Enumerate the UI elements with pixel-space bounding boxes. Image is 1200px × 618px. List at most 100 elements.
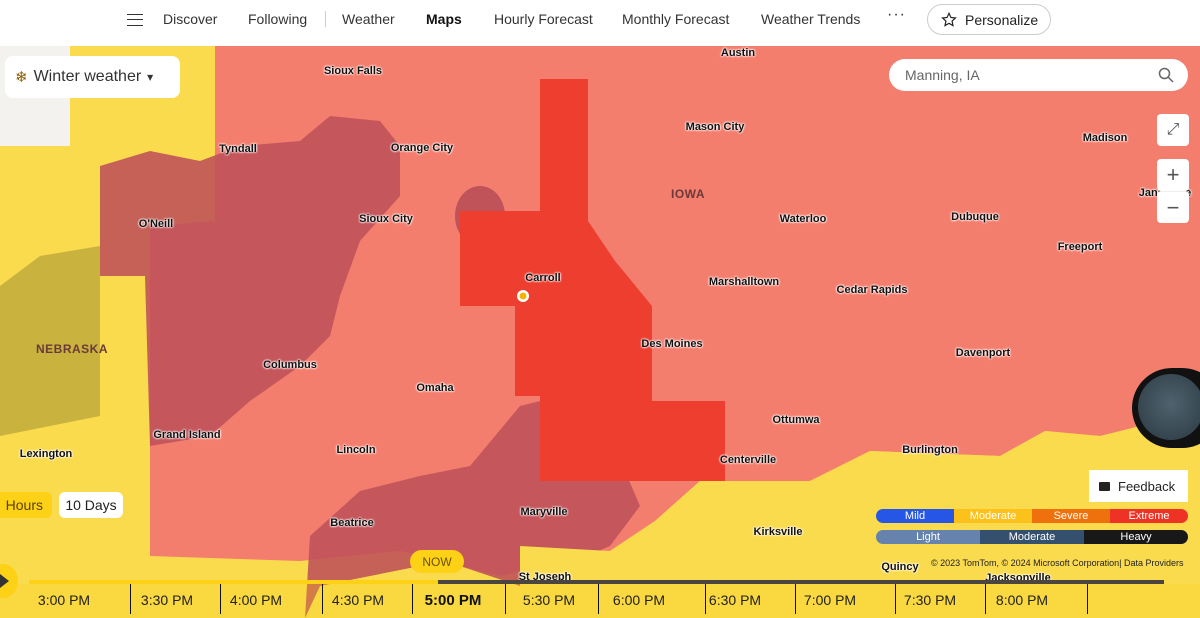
personalize-button[interactable]: Personalize xyxy=(927,4,1051,35)
personalize-star-icon xyxy=(941,11,957,27)
city-label: Waterloo xyxy=(779,213,827,225)
nav-weather-trends[interactable]: Weather Trends xyxy=(761,11,861,27)
feedback-icon xyxy=(1099,481,1110,491)
legend-severity-item: Moderate xyxy=(954,509,1032,523)
city-label: Cedar Rapids xyxy=(836,284,908,296)
timeline-divider xyxy=(130,584,131,614)
timeline-divider xyxy=(505,584,506,614)
feedback-button[interactable]: Feedback xyxy=(1089,470,1188,502)
map-attribution: © 2023 TomTom, © 2024 Microsoft Corporat… xyxy=(931,558,1184,568)
timeline-divider xyxy=(705,584,706,614)
timeline-time[interactable]: 7:30 PM xyxy=(903,592,957,608)
timeline-time[interactable]: 5:00 PM xyxy=(424,592,482,609)
severity-legend: Mild Moderate Severe Extreme xyxy=(876,509,1188,523)
timeline-divider xyxy=(985,584,986,614)
timeline-time[interactable]: 6:30 PM xyxy=(708,592,762,608)
city-label: Sioux Falls xyxy=(323,65,383,77)
timeline-time[interactable]: 7:00 PM xyxy=(803,592,857,608)
timeline-time[interactable]: 4:30 PM xyxy=(331,592,385,608)
timeline-time[interactable]: 3:00 PM xyxy=(37,592,91,608)
legend-severity-item: Mild xyxy=(876,509,954,523)
city-label: Orange City xyxy=(390,142,454,154)
timeline-divider xyxy=(412,584,413,614)
snowflake-icon: ❄ xyxy=(15,69,28,86)
timeline-divider xyxy=(220,584,221,614)
weather-map[interactable]: Austin Sioux Falls Tyndall Orange City Mason… xyxy=(0,46,1200,618)
nav-monthly-forecast[interactable]: Monthly Forecast xyxy=(622,11,730,27)
nav-maps[interactable]: Maps xyxy=(426,11,462,27)
city-label: Marshalltown xyxy=(708,276,780,288)
nav-discover[interactable]: Discover xyxy=(163,11,218,27)
extreme-region xyxy=(460,79,725,481)
search-input[interactable]: Manning, IA xyxy=(905,67,980,83)
nav-hourly-forecast[interactable]: Hourly Forecast xyxy=(494,11,593,27)
more-icon[interactable]: ··· xyxy=(887,6,906,23)
timeline-time[interactable]: 5:30 PM xyxy=(522,592,576,608)
city-label: Burlington xyxy=(902,444,958,456)
timeline-progress xyxy=(29,580,438,584)
city-label: Dubuque xyxy=(951,211,999,223)
timeline-divider xyxy=(895,584,896,614)
severe-region-north xyxy=(380,46,870,86)
timeline-time[interactable]: 3:30 PM xyxy=(140,592,194,608)
heavy-snow-area-west xyxy=(0,246,100,436)
timeline-time[interactable]: 8:00 PM xyxy=(995,592,1049,608)
city-label: Quincy xyxy=(881,561,919,573)
legend-intensity-item: Moderate xyxy=(980,530,1084,544)
feedback-label: Feedback xyxy=(1118,478,1176,494)
city-label: Tyndall xyxy=(219,143,257,155)
city-label: Grand Island xyxy=(153,429,221,441)
zoom-in-button[interactable]: + xyxy=(1157,159,1189,191)
nav-divider xyxy=(325,11,326,27)
location-search[interactable]: Manning, IA xyxy=(889,59,1188,91)
legend-severity-item: Severe xyxy=(1032,509,1110,523)
fullscreen-button[interactable]: ⤢ xyxy=(1157,114,1189,146)
play-icon xyxy=(0,574,9,588)
timeline-divider xyxy=(598,584,599,614)
timeline-bar xyxy=(0,584,1200,618)
city-label: Mason City xyxy=(685,121,745,133)
search-icon[interactable] xyxy=(1158,67,1174,83)
radar-globe-button[interactable] xyxy=(1132,368,1200,448)
location-marker-dot xyxy=(519,292,527,300)
timeline-time[interactable]: 4:00 PM xyxy=(229,592,283,608)
timeline-divider xyxy=(795,584,796,614)
legend-severity-item: Extreme xyxy=(1110,509,1188,523)
city-label: Austin xyxy=(720,47,756,59)
city-label: Lincoln xyxy=(336,444,376,456)
city-label: Maryville xyxy=(520,506,568,518)
timeline-slider[interactable] xyxy=(29,580,1164,584)
nav-weather[interactable]: Weather xyxy=(342,11,395,27)
zoom-out-button[interactable]: − xyxy=(1157,191,1189,223)
state-label: NEBRASKA xyxy=(35,342,109,356)
menu-icon[interactable] xyxy=(127,14,143,26)
city-label: Madison xyxy=(1082,132,1128,144)
city-label: Ottumwa xyxy=(772,414,820,426)
city-label: Lexington xyxy=(19,448,73,460)
city-label: Omaha xyxy=(416,382,454,394)
hours-range-button[interactable]: Hours xyxy=(0,492,52,518)
city-label: Kirksville xyxy=(753,526,803,538)
layer-selector[interactable]: ❄ Winter weather ▾ xyxy=(5,56,180,98)
legend-intensity-item: Light xyxy=(876,530,980,544)
state-label: IOWA xyxy=(671,187,705,201)
legend-intensity-item: Heavy xyxy=(1084,530,1188,544)
moderate-region-east xyxy=(520,426,1200,618)
expand-icon: ⤢ xyxy=(1166,121,1180,138)
now-indicator: NOW xyxy=(410,550,464,573)
timeline-divider xyxy=(322,584,323,614)
ten-days-range-button[interactable]: 10 Days xyxy=(59,492,123,518)
city-label: Davenport xyxy=(955,347,1011,359)
top-navigation: Discover Following Weather Maps Hourly F… xyxy=(0,0,1200,46)
city-label: Des Moines xyxy=(641,338,703,350)
city-label: Centerville xyxy=(719,454,777,466)
city-label: Sioux City xyxy=(359,213,413,225)
city-label: Columbus xyxy=(263,359,317,371)
personalize-label: Personalize xyxy=(965,11,1039,28)
timeline-divider xyxy=(1087,584,1088,614)
intensity-legend: Light Moderate Heavy xyxy=(876,530,1188,544)
play-button[interactable] xyxy=(0,564,18,598)
heavy-snow-area xyxy=(100,116,400,446)
timeline-time[interactable]: 6:00 PM xyxy=(612,592,666,608)
nav-following[interactable]: Following xyxy=(248,11,308,27)
